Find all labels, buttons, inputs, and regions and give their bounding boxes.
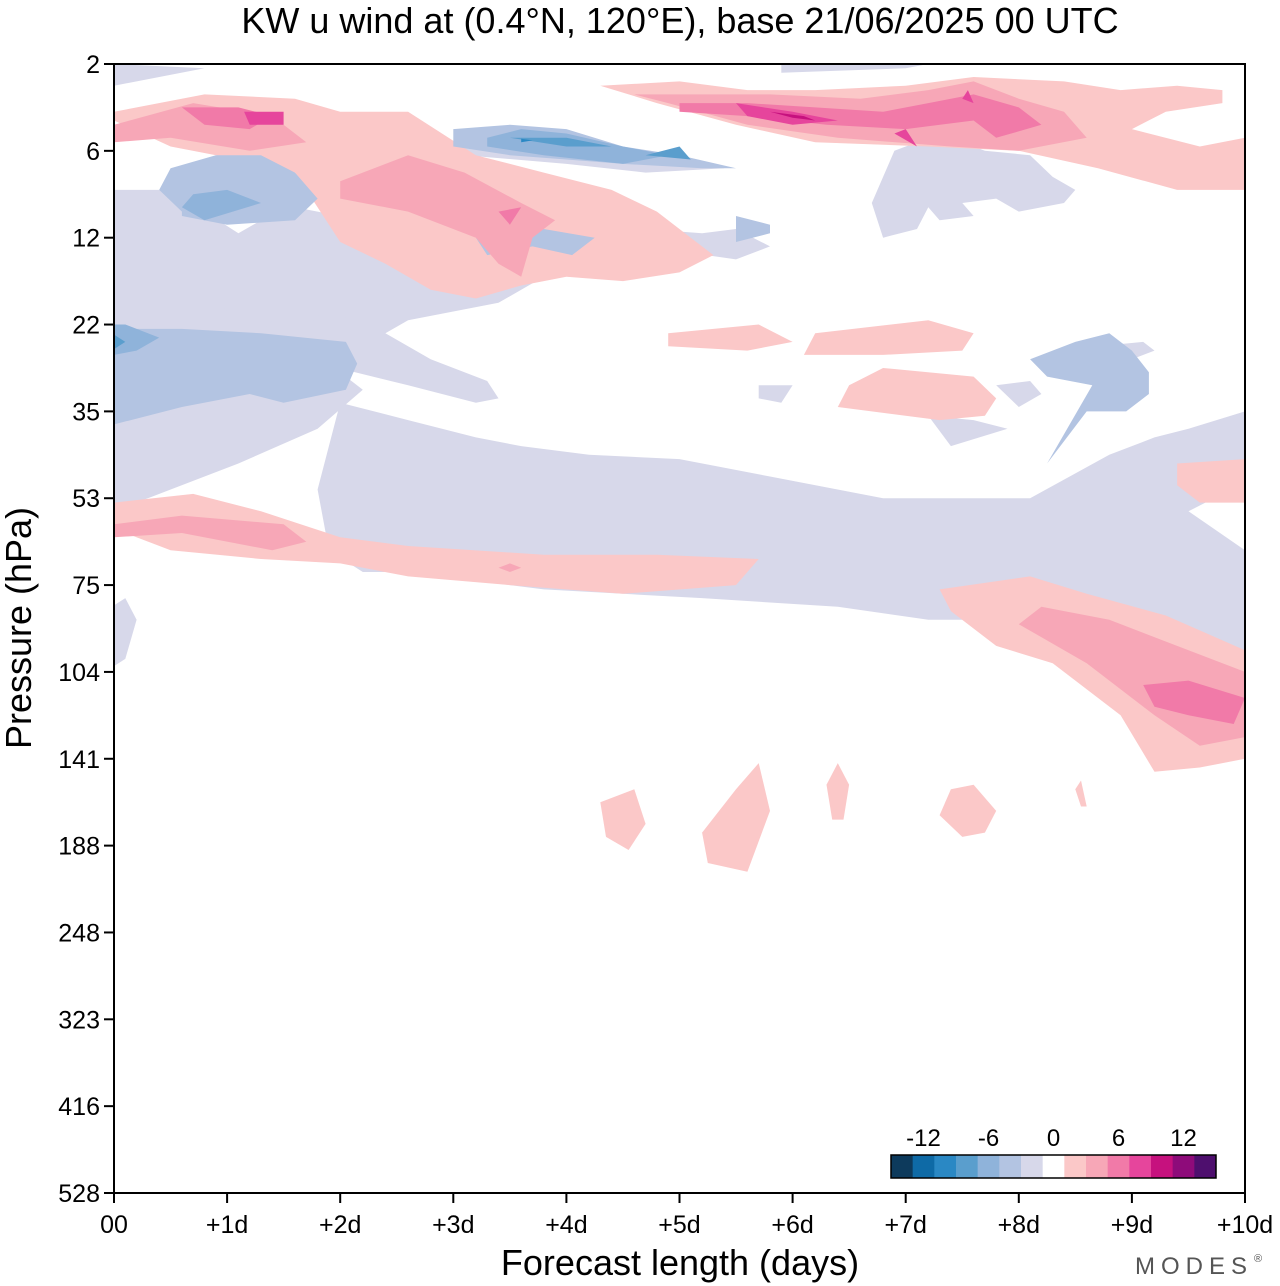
contour-region-neg2-14 (928, 415, 1008, 447)
x-tick-label-4: +4d (545, 1211, 587, 1239)
contour-region-neg6-45 (181, 189, 261, 221)
contour-region-neg4-31 (114, 328, 358, 425)
contour-region-pos4-42 (498, 563, 522, 572)
colorbar-swatch-6 (1021, 1155, 1044, 1178)
contour-region-neg2-13 (996, 381, 1042, 407)
contour-region-pos6-49 (679, 94, 1042, 138)
x-axis-label: Forecast length (days) (501, 1242, 859, 1283)
x-tick-label-5: +5d (658, 1211, 700, 1239)
contour-region-neg10-58 (521, 138, 533, 143)
contour-region-neg2-7 (114, 64, 205, 86)
colorbar-label-4: 12 (1170, 1125, 1197, 1152)
contour-region-neg2-11 (758, 385, 793, 403)
y-tick-label-35: 35 (72, 398, 100, 426)
contour-region-pos8-56 (962, 90, 974, 104)
chart-title: KW u wind at (0.4°N, 120°E), base 21/06/… (241, 0, 1118, 41)
y-tick-label-141: 141 (58, 746, 100, 774)
y-tick-label-323: 323 (58, 1006, 100, 1034)
contour-region-pos2-30 (1053, 1206, 1211, 1210)
colorbar-swatch-3 (956, 1155, 979, 1178)
y-axis: 2 6 12 22 35 53 75 104 141 188 248 323 416 528 (58, 51, 114, 1208)
contour-region-neg2-3 (871, 137, 1076, 238)
colorbar-swatch-13 (1172, 1155, 1195, 1178)
y-tick-label-188: 188 (58, 833, 100, 861)
x-tick-label-2: +2d (319, 1211, 361, 1239)
y-tick-label-6: 6 (86, 138, 100, 166)
contour-region-neg8-51 (114, 334, 126, 350)
contour-region-neg8-52 (509, 137, 612, 147)
contour-region-pos2-25 (600, 789, 646, 850)
colorbar-label-3: 6 (1112, 1125, 1125, 1152)
x-axis: 00 +1d +2d +3d +4d +5d +6d +7d +8d +9d +10d (100, 1193, 1273, 1239)
contour-region-pos8-57 (894, 129, 917, 147)
contour-region-pos4-40 (114, 515, 307, 551)
x-tick-label-7: +7d (884, 1211, 926, 1239)
contour-region-pos2-22 (1177, 459, 1245, 503)
colorbar-swatch-1 (912, 1155, 935, 1178)
x-tick-label-6: +6d (771, 1211, 813, 1239)
registered-mark: ® (1254, 1253, 1262, 1265)
y-tick-label-75: 75 (72, 572, 100, 600)
contour-region-pos2-28 (939, 784, 997, 837)
contour-region-neg8-53 (645, 146, 691, 160)
contour-region-neg6-44 (114, 324, 160, 355)
x-tick-label-0: 00 (100, 1211, 128, 1239)
colorbar-label-0: -12 (906, 1125, 941, 1152)
y-tick-label-22: 22 (72, 312, 100, 340)
y-tick-label-12: 12 (72, 225, 100, 253)
contour-region-pos2-20 (803, 320, 974, 355)
modes-logo: MODES (1135, 1253, 1253, 1280)
contour-region-neg4-33 (736, 216, 770, 242)
x-tick-label-8: +8d (998, 1211, 1040, 1239)
colorbar-frame (890, 1154, 1217, 1179)
y-axis-label: Pressure (hPa) (0, 507, 39, 749)
colorbar-swatch-9 (1086, 1155, 1109, 1178)
colorbar-label-2: 0 (1047, 1125, 1060, 1152)
colorbar-swatch-0 (891, 1155, 914, 1178)
contour-region-pos2-26 (702, 763, 770, 872)
colorbar-swatch-5 (999, 1155, 1022, 1178)
colorbar-swatch-2 (934, 1155, 957, 1178)
contour-region-pos2-19 (668, 324, 793, 351)
contour-region-neg4-34 (1030, 333, 1149, 464)
x-tick-label-3: +3d (432, 1211, 474, 1239)
contour-region-pos2-27 (826, 763, 850, 820)
colorbar-swatch-10 (1107, 1155, 1130, 1178)
x-tick-label-9: +9d (1111, 1211, 1153, 1239)
colorbar-label-1: -6 (978, 1125, 999, 1152)
contour-region-pos6-50 (1143, 680, 1245, 724)
colorbar-swatch-8 (1064, 1155, 1087, 1178)
y-tick-label-53: 53 (72, 485, 100, 513)
contour-region-pos2-21 (837, 368, 997, 421)
y-tick-label-416: 416 (58, 1093, 100, 1121)
contour-region-pos8-54 (244, 111, 284, 125)
y-tick-label-248: 248 (58, 919, 100, 947)
x-tick-label-10: +10d (1217, 1211, 1273, 1239)
y-tick-label-528: 528 (58, 1180, 100, 1208)
contour-region-neg2-8 (781, 64, 929, 73)
colorbar-swatch-4 (977, 1155, 1000, 1178)
contour-fill-layer (114, 64, 1245, 1210)
x-tick-label-1: +1d (206, 1211, 248, 1239)
contour-region-pos4-38 (340, 155, 556, 277)
contour-region-pos10-59 (770, 111, 816, 121)
colorbar-swatch-12 (1151, 1155, 1174, 1178)
contour-region-pos6-48 (498, 207, 522, 225)
colorbar-swatch-14 (1194, 1155, 1217, 1178)
y-tick-label-104: 104 (58, 659, 100, 687)
contour-region-pos2-23 (114, 493, 759, 594)
contour-region-neg2-10 (114, 598, 137, 667)
colorbar: -12 -6 0 6 12 (890, 1125, 1217, 1179)
colorbar-swatch-7 (1042, 1155, 1065, 1178)
y-tick-label-2: 2 (86, 51, 100, 79)
contour-region-pos2-29 (1075, 780, 1087, 807)
colorbar-swatch-11 (1129, 1155, 1152, 1178)
